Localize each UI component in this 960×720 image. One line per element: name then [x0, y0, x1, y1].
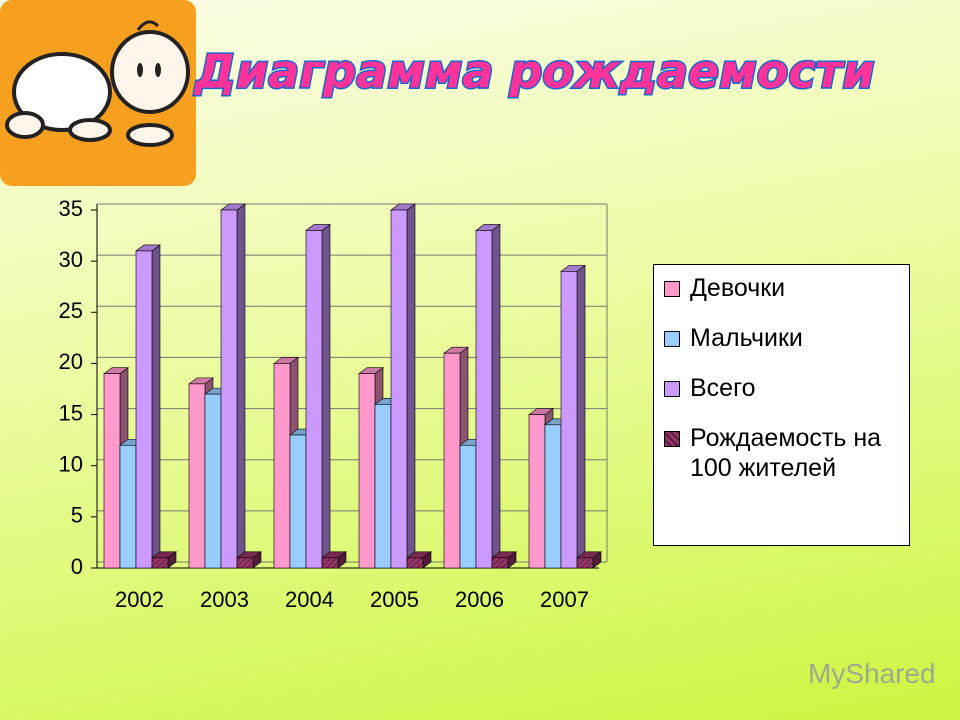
bar-front	[103, 373, 121, 569]
bar	[151, 551, 177, 569]
bar-front	[305, 230, 323, 569]
bar-front	[188, 383, 206, 569]
bar-front	[475, 230, 493, 569]
x-tick-label: 2007	[540, 587, 589, 612]
legend: Девочки Мальчики Всего Рождаемость на 100 ж…	[653, 264, 910, 546]
legend-swatch	[664, 431, 680, 447]
y-tick-label: 0	[71, 554, 83, 579]
bar-front	[220, 209, 238, 569]
bar-front	[406, 557, 424, 569]
bar	[220, 203, 246, 569]
bar-front	[358, 373, 376, 569]
bar-front	[273, 363, 291, 569]
bar-front	[135, 250, 153, 569]
bar-front	[151, 557, 169, 569]
y-tick-label: 15	[59, 400, 83, 425]
legend-label: Всего	[690, 374, 756, 402]
legend-swatch	[664, 381, 680, 397]
plot-area: 0 5 10 15 20 25 30 35 2002 2003 2004 2005 2006 2007	[59, 196, 608, 612]
y-tick-label: 30	[59, 247, 83, 272]
bar-front	[443, 352, 461, 569]
bar-side	[406, 203, 416, 569]
bar-front	[236, 557, 254, 569]
bar	[236, 551, 262, 569]
bar-front	[374, 404, 392, 569]
bar-front	[491, 557, 509, 569]
y-tick-label: 25	[59, 298, 83, 323]
bar-front	[321, 557, 339, 569]
bar	[390, 203, 416, 569]
legend-swatch	[664, 331, 680, 347]
baby-icon	[0, 0, 196, 186]
y-tick-label: 5	[71, 503, 83, 528]
y-tick-label: 35	[59, 196, 83, 221]
bar-side	[236, 203, 246, 569]
bar-front	[390, 209, 408, 569]
legend-item: Мальчики	[664, 323, 899, 353]
bar-front	[560, 271, 578, 569]
bar-front	[576, 557, 594, 569]
x-tick-label: 2004	[285, 587, 334, 612]
y-tick-label: 10	[59, 452, 83, 477]
bar-front	[289, 434, 307, 569]
bar-front	[544, 424, 562, 569]
bar	[305, 223, 331, 569]
bar	[576, 551, 602, 569]
legend-item: Девочки	[664, 273, 899, 303]
legend-label: Мальчики	[690, 324, 803, 352]
x-tick-label: 2006	[455, 587, 504, 612]
legend-item: Рождаемость на 100 жителей	[664, 423, 899, 483]
bar	[491, 551, 517, 569]
bar-front	[119, 444, 137, 569]
chart-title: Диаграмма рождаемости	[193, 45, 875, 99]
bar-side	[491, 223, 501, 569]
bar	[321, 551, 347, 569]
bar-side	[151, 244, 161, 569]
bar-front	[204, 393, 222, 569]
x-tick-label: 2002	[115, 587, 164, 612]
x-tick-label: 2005	[370, 587, 419, 612]
bar-front	[459, 444, 477, 569]
x-tick-label: 2003	[200, 587, 249, 612]
legend-label: Девочки	[690, 274, 786, 302]
bar-front	[528, 414, 546, 569]
bar-side	[576, 264, 586, 569]
legend-label: Рождаемость на 100 жителей	[690, 424, 882, 482]
bar	[135, 244, 161, 569]
legend-item: Всего	[664, 373, 899, 403]
bar	[560, 264, 586, 569]
y-tick-label: 20	[59, 349, 83, 374]
legend-swatch	[664, 281, 680, 297]
bar-side	[321, 223, 331, 569]
bar	[475, 223, 501, 569]
watermark: MyShared	[808, 658, 936, 689]
bar	[406, 551, 432, 569]
